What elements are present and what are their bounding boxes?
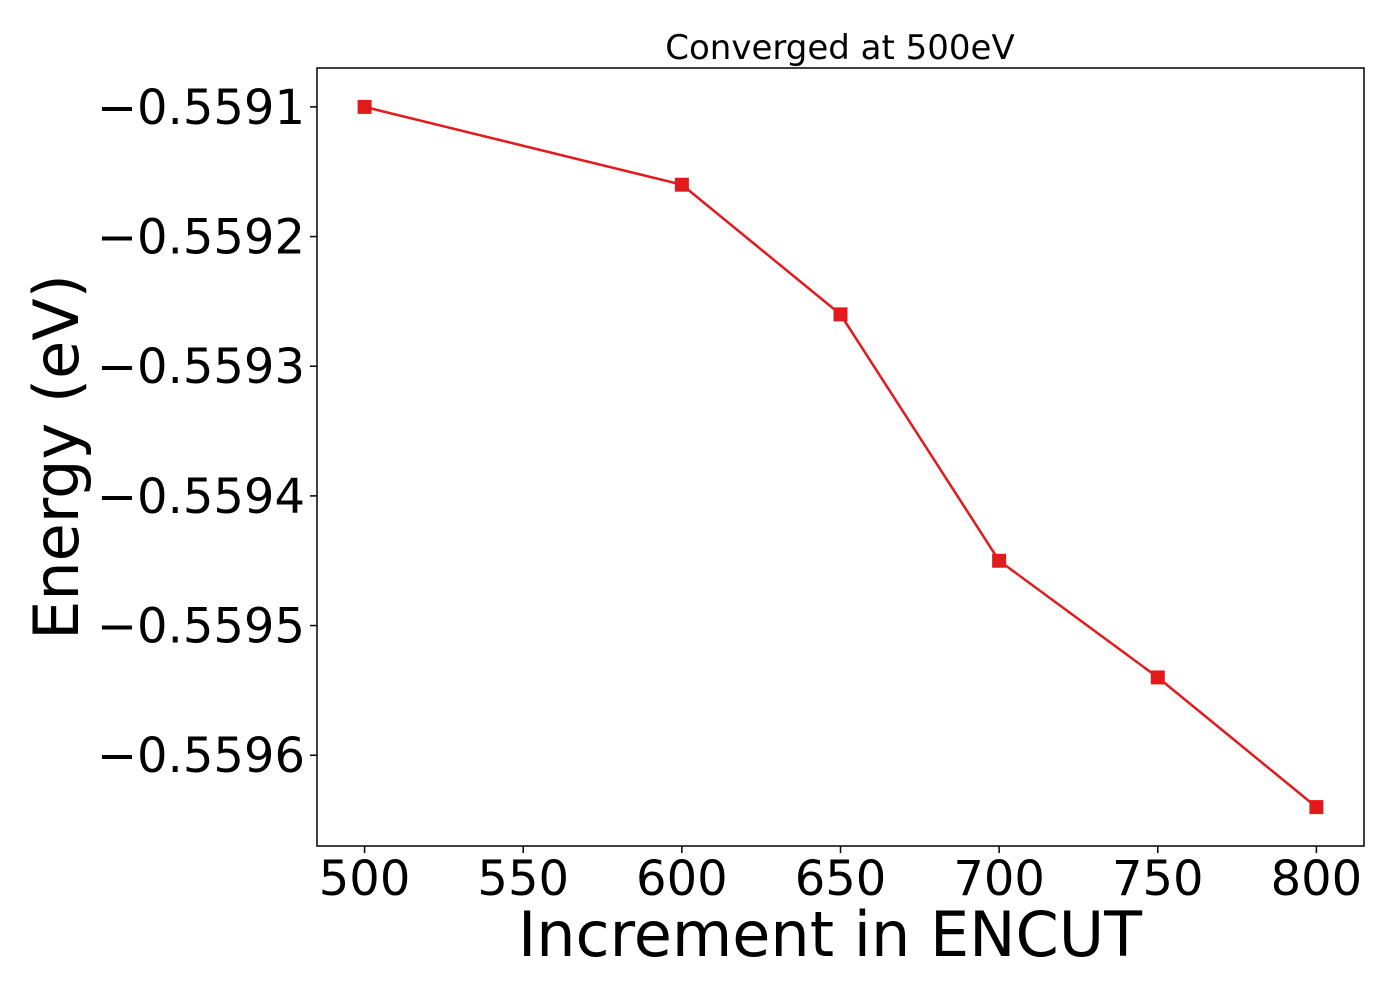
data-point-marker: [1309, 800, 1324, 815]
x-tick-label: 750: [1112, 851, 1204, 907]
data-point-marker: [674, 177, 689, 192]
y-tick-label: −0.5595: [97, 599, 305, 655]
y-tick-label: −0.5592: [97, 210, 305, 266]
chart-title: Converged at 500eV: [665, 28, 1014, 68]
x-tick-label: 600: [636, 851, 728, 907]
series-markers: [357, 99, 1324, 815]
y-tick-label: −0.5596: [97, 728, 305, 784]
series-line: [364, 105, 1318, 809]
y-tick-label: −0.5593: [97, 339, 305, 395]
x-tick-label: 550: [477, 851, 569, 907]
x-axis: 500 550 600 650 700 750 800: [319, 846, 1362, 907]
y-tick-label: −0.5594: [97, 469, 305, 525]
data-point-marker: [833, 307, 848, 322]
x-tick-label: 800: [1271, 851, 1363, 907]
y-axis: −0.5591 −0.5592 −0.5593 −0.5594 −0.5595 −0.55…: [97, 80, 317, 784]
data-point-marker: [1150, 670, 1165, 685]
data-point-marker: [992, 553, 1007, 568]
x-tick-label: 500: [319, 851, 411, 907]
x-tick-label: 700: [953, 851, 1045, 907]
x-axis-title: Increment in ENCUT: [518, 898, 1143, 971]
y-axis-title: Energy (eV): [20, 274, 93, 640]
plot-area-frame: [316, 67, 1365, 847]
data-point-marker: [357, 99, 372, 114]
y-tick-label: −0.5591: [97, 80, 305, 136]
x-tick-label: 650: [795, 851, 887, 907]
